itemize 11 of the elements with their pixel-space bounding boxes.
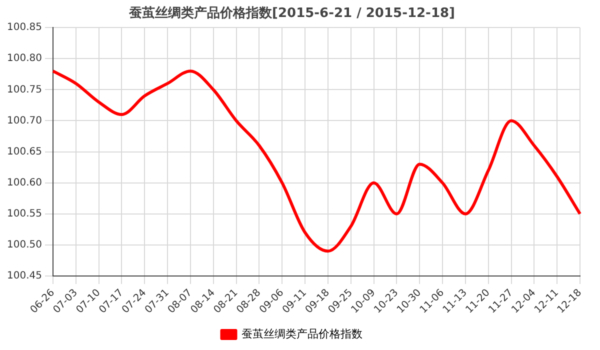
y-tick-label: 100.75 (6, 84, 42, 96)
y-tick-label: 100.70 (6, 115, 42, 126)
y-tick-label: 100.55 (6, 208, 42, 220)
y-tick-label: 100.65 (6, 146, 42, 158)
y-tick-label: 100.60 (6, 177, 42, 188)
legend-label: 蚕茧丝绸类产品价格指数 (241, 327, 362, 340)
y-tick-label: 100.80 (6, 53, 42, 64)
y-tick-label: 100.50 (6, 240, 42, 251)
y-tick-label: 100.85 (6, 22, 42, 34)
chart-title: 蚕茧丝绸类产品价格指数[2015-6-21 / 2015-12-18] (128, 5, 455, 22)
y-tick-label: 100.45 (6, 270, 42, 282)
